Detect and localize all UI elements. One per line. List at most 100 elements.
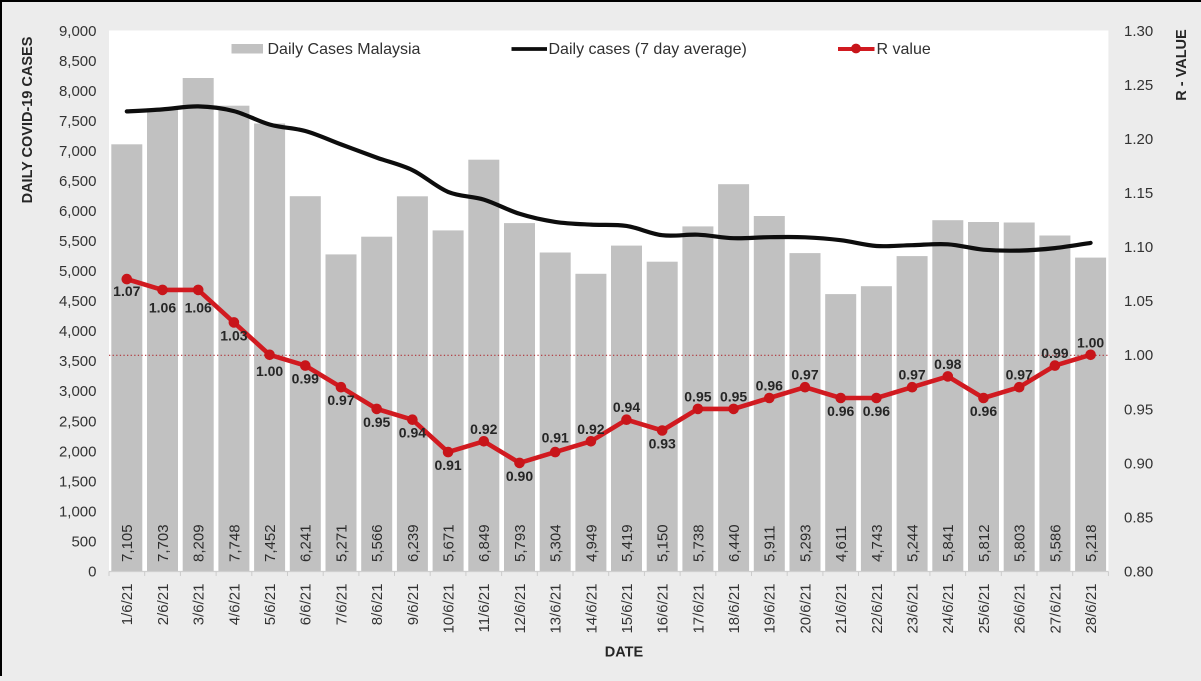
svg-text:1.20: 1.20 xyxy=(1124,131,1153,148)
svg-text:1.07: 1.07 xyxy=(113,283,140,299)
svg-text:21/6/21: 21/6/21 xyxy=(833,584,850,634)
svg-text:7,703: 7,703 xyxy=(155,524,172,562)
svg-text:28/6/21: 28/6/21 xyxy=(1083,584,1100,634)
svg-text:0.85: 0.85 xyxy=(1124,509,1153,526)
svg-text:1.30: 1.30 xyxy=(1124,23,1153,40)
svg-text:6/6/21: 6/6/21 xyxy=(298,584,315,626)
svg-text:1.06: 1.06 xyxy=(185,299,212,315)
svg-text:5,419: 5,419 xyxy=(619,524,636,562)
svg-text:1.15: 1.15 xyxy=(1124,185,1153,202)
svg-text:5,586: 5,586 xyxy=(1047,524,1064,562)
svg-text:7,500: 7,500 xyxy=(59,113,97,130)
svg-text:1.06: 1.06 xyxy=(149,299,176,315)
svg-text:5,000: 5,000 xyxy=(59,263,97,280)
svg-text:23/6/21: 23/6/21 xyxy=(905,584,922,634)
svg-text:10/6/21: 10/6/21 xyxy=(441,584,458,634)
svg-text:8,000: 8,000 xyxy=(59,83,97,100)
svg-text:3/6/21: 3/6/21 xyxy=(191,584,208,626)
svg-text:5,911: 5,911 xyxy=(762,526,779,562)
svg-text:3,500: 3,500 xyxy=(59,353,97,370)
svg-text:6,239: 6,239 xyxy=(405,524,422,562)
svg-text:14/6/21: 14/6/21 xyxy=(583,584,600,634)
svg-text:1/6/21: 1/6/21 xyxy=(119,584,136,626)
svg-text:6,000: 6,000 xyxy=(59,203,97,220)
svg-text:2/6/21: 2/6/21 xyxy=(155,584,172,626)
svg-text:0: 0 xyxy=(88,563,96,580)
svg-text:7,000: 7,000 xyxy=(59,143,97,160)
svg-text:DATE: DATE xyxy=(605,645,644,661)
svg-text:1.10: 1.10 xyxy=(1124,239,1153,256)
svg-text:0.97: 0.97 xyxy=(791,367,818,383)
svg-text:5,150: 5,150 xyxy=(655,524,672,562)
svg-text:1.25: 1.25 xyxy=(1124,77,1153,94)
svg-text:0.96: 0.96 xyxy=(827,403,854,419)
svg-text:6,241: 6,241 xyxy=(298,524,315,562)
svg-text:0.95: 0.95 xyxy=(1124,401,1153,418)
svg-text:0.96: 0.96 xyxy=(970,403,997,419)
svg-text:0.96: 0.96 xyxy=(756,378,783,394)
svg-text:5,500: 5,500 xyxy=(59,233,97,250)
svg-text:4,611: 4,611 xyxy=(833,526,850,562)
svg-text:0.90: 0.90 xyxy=(506,468,533,484)
svg-text:7,105: 7,105 xyxy=(119,524,136,562)
svg-text:0.94: 0.94 xyxy=(399,425,426,441)
svg-text:1.00: 1.00 xyxy=(1124,347,1153,364)
svg-text:1.00: 1.00 xyxy=(1077,334,1104,350)
svg-text:5,566: 5,566 xyxy=(369,524,386,562)
svg-text:Daily Cases Malaysia: Daily Cases Malaysia xyxy=(268,41,421,58)
svg-text:1,000: 1,000 xyxy=(59,503,97,520)
svg-text:1.00: 1.00 xyxy=(256,363,283,379)
svg-text:1.05: 1.05 xyxy=(1124,293,1153,310)
svg-text:5,671: 5,671 xyxy=(441,524,458,562)
svg-text:0.80: 0.80 xyxy=(1124,563,1153,580)
svg-text:1.03: 1.03 xyxy=(220,327,247,343)
svg-text:5,244: 5,244 xyxy=(905,524,922,562)
svg-text:0.97: 0.97 xyxy=(1006,367,1033,383)
svg-text:0.90: 0.90 xyxy=(1124,455,1153,472)
svg-text:5,271: 5,271 xyxy=(333,524,350,562)
svg-text:0.97: 0.97 xyxy=(327,392,354,408)
svg-text:6,849: 6,849 xyxy=(476,524,493,562)
svg-text:5,304: 5,304 xyxy=(548,524,565,562)
svg-text:0.96: 0.96 xyxy=(863,403,890,419)
svg-text:5/6/21: 5/6/21 xyxy=(262,584,279,626)
svg-text:0.95: 0.95 xyxy=(363,414,390,430)
svg-text:7/6/21: 7/6/21 xyxy=(333,584,350,626)
svg-text:0.91: 0.91 xyxy=(542,430,569,446)
svg-text:2,500: 2,500 xyxy=(59,413,97,430)
svg-text:19/6/21: 19/6/21 xyxy=(762,584,779,634)
svg-text:0.97: 0.97 xyxy=(898,367,925,383)
svg-text:4/6/21: 4/6/21 xyxy=(226,584,243,626)
svg-text:5,841: 5,841 xyxy=(940,524,957,562)
svg-text:12/6/21: 12/6/21 xyxy=(512,584,529,634)
svg-text:0.99: 0.99 xyxy=(292,371,319,387)
svg-text:5,793: 5,793 xyxy=(512,524,529,562)
svg-text:8,209: 8,209 xyxy=(191,524,208,562)
svg-text:0.99: 0.99 xyxy=(1041,345,1068,361)
svg-text:8,500: 8,500 xyxy=(59,53,97,70)
svg-text:DAILY COVID-19 CASES: DAILY COVID-19 CASES xyxy=(20,36,36,203)
svg-text:R - VALUE: R - VALUE xyxy=(1174,29,1190,101)
svg-text:20/6/21: 20/6/21 xyxy=(797,584,814,634)
svg-text:18/6/21: 18/6/21 xyxy=(726,584,743,634)
svg-text:4,500: 4,500 xyxy=(59,293,97,310)
svg-text:500: 500 xyxy=(71,533,96,550)
svg-text:15/6/21: 15/6/21 xyxy=(619,584,636,634)
svg-text:6,440: 6,440 xyxy=(726,524,743,562)
svg-text:27/6/21: 27/6/21 xyxy=(1047,584,1064,634)
svg-text:25/6/21: 25/6/21 xyxy=(976,584,993,634)
svg-text:R value: R value xyxy=(877,41,931,58)
svg-text:1,500: 1,500 xyxy=(59,473,97,490)
svg-text:8/6/21: 8/6/21 xyxy=(369,584,386,626)
svg-text:9/6/21: 9/6/21 xyxy=(405,584,422,626)
svg-text:0.94: 0.94 xyxy=(613,399,640,415)
svg-text:4,743: 4,743 xyxy=(869,524,886,562)
svg-text:0.92: 0.92 xyxy=(577,421,604,437)
svg-text:6,500: 6,500 xyxy=(59,173,97,190)
svg-text:5,293: 5,293 xyxy=(797,524,814,562)
svg-text:3,000: 3,000 xyxy=(59,383,97,400)
svg-text:5,218: 5,218 xyxy=(1083,524,1100,562)
svg-text:16/6/21: 16/6/21 xyxy=(655,584,672,634)
svg-text:22/6/21: 22/6/21 xyxy=(869,584,886,634)
svg-text:7,452: 7,452 xyxy=(262,524,279,562)
